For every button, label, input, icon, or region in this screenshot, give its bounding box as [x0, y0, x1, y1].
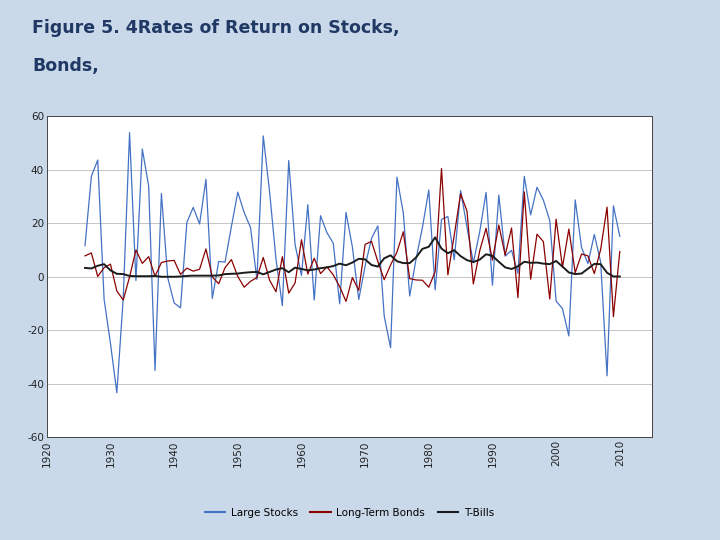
- Text: Bonds,: Bonds,: [32, 57, 99, 75]
- Text: Figure 5. 4Rates of Return on Stocks,: Figure 5. 4Rates of Return on Stocks,: [32, 19, 400, 37]
- Legend: Large Stocks, Long-Term Bonds, T-Bills: Large Stocks, Long-Term Bonds, T-Bills: [200, 504, 498, 522]
